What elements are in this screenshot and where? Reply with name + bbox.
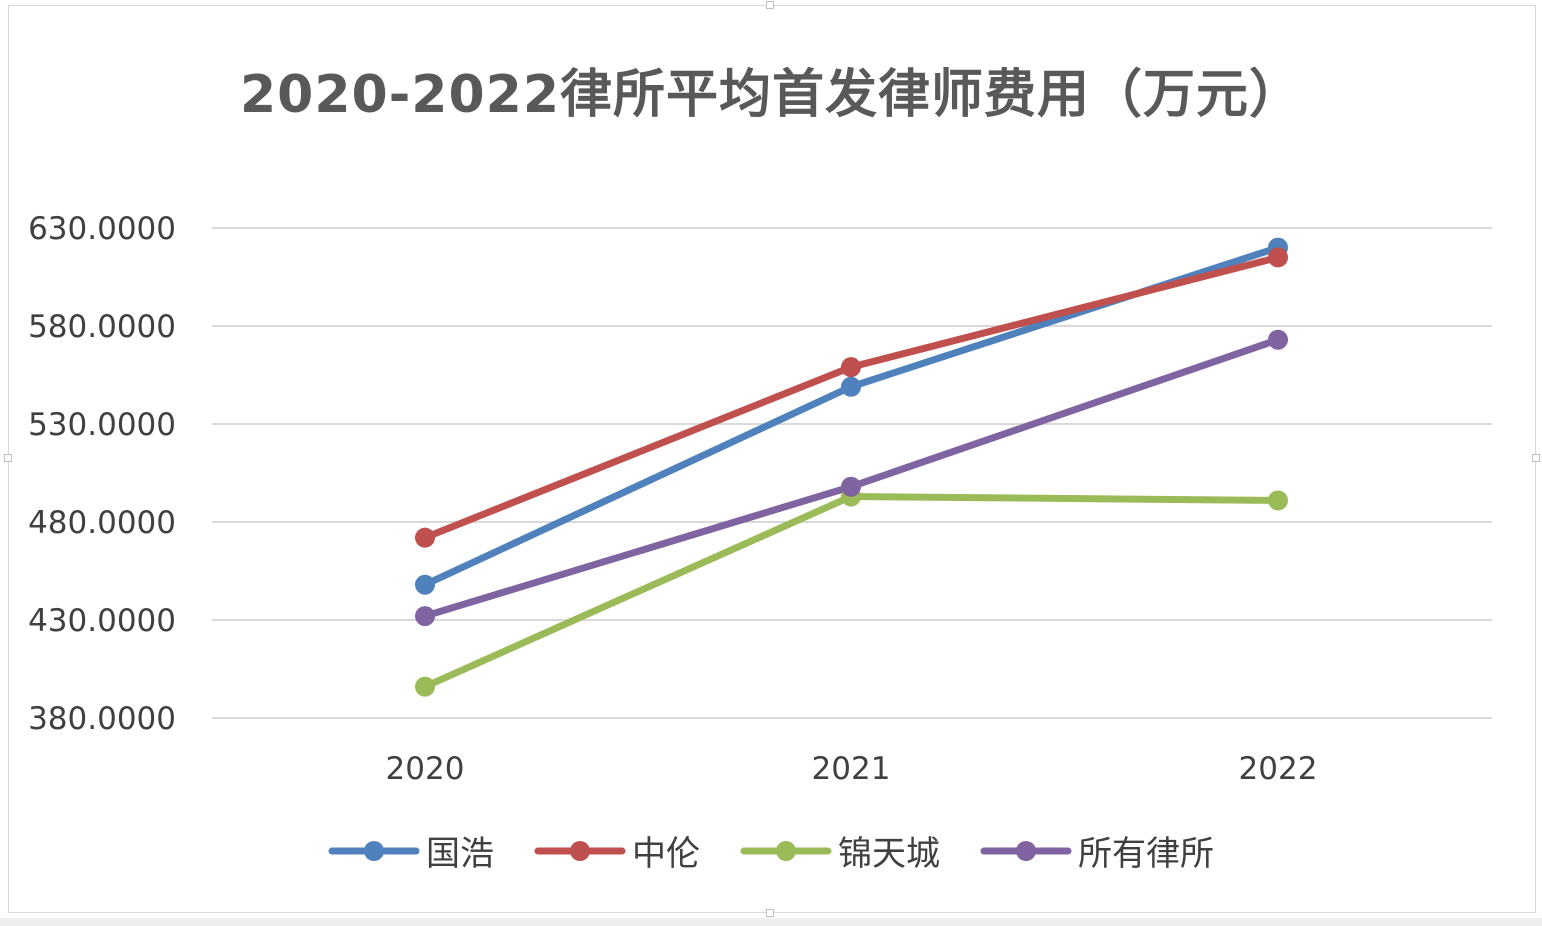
legend-swatch-icon: [740, 840, 832, 861]
y-tick-label: 430.0000: [28, 603, 176, 639]
legend-item: 国浩: [328, 826, 494, 875]
legend-item: 锦天城: [740, 826, 940, 875]
data-point: [415, 527, 435, 548]
legend-item: 中伦: [534, 826, 700, 875]
legend-swatch-icon: [328, 840, 420, 861]
data-point: [841, 357, 861, 378]
y-tick-label: 580.0000: [28, 309, 176, 345]
legend-label: 锦天城: [838, 834, 940, 874]
resize-handle-top[interactable]: [766, 1, 774, 9]
resize-handle-right[interactable]: [1532, 454, 1540, 462]
data-point: [841, 476, 861, 497]
legend-swatch-marker: [570, 840, 590, 861]
legend-swatch-marker: [1016, 840, 1036, 861]
x-tick-label: 2020: [386, 751, 465, 787]
data-point: [415, 574, 435, 595]
y-tick-label: 630.0000: [28, 211, 176, 247]
legend-label: 中伦: [632, 834, 700, 874]
series-line: [421, 244, 1282, 589]
legend-label: 国浩: [426, 834, 494, 874]
data-point: [415, 676, 435, 697]
legend-swatch-icon: [534, 840, 626, 861]
legend-swatch-marker: [776, 840, 796, 861]
data-point: [841, 376, 861, 397]
y-tick-label: 480.0000: [28, 505, 176, 541]
legend-label: 所有律所: [1078, 834, 1214, 874]
legend-item: 所有律所: [980, 826, 1214, 875]
x-tick-label: 2022: [1239, 751, 1318, 787]
data-point: [1268, 329, 1288, 350]
data-point: [415, 606, 435, 627]
legend-swatch-icon: [980, 840, 1072, 861]
chart-title: 2020-2022律所平均首发律师费用（万元）: [239, 65, 1303, 125]
resize-handle-left[interactable]: [4, 454, 12, 462]
resize-handle-bottom[interactable]: [766, 909, 774, 917]
data-point: [1268, 247, 1288, 268]
legend-swatch-marker: [364, 840, 384, 861]
y-tick-label: 380.0000: [28, 701, 176, 737]
data-point: [1268, 490, 1288, 511]
y-tick-label: 530.0000: [28, 407, 176, 443]
x-tick-label: 2021: [812, 751, 891, 787]
bottom-edge: [0, 918, 1542, 926]
chart-legend: 国浩 中伦 锦天城 所有律所: [0, 826, 1542, 875]
chart-frame: [8, 5, 1536, 913]
